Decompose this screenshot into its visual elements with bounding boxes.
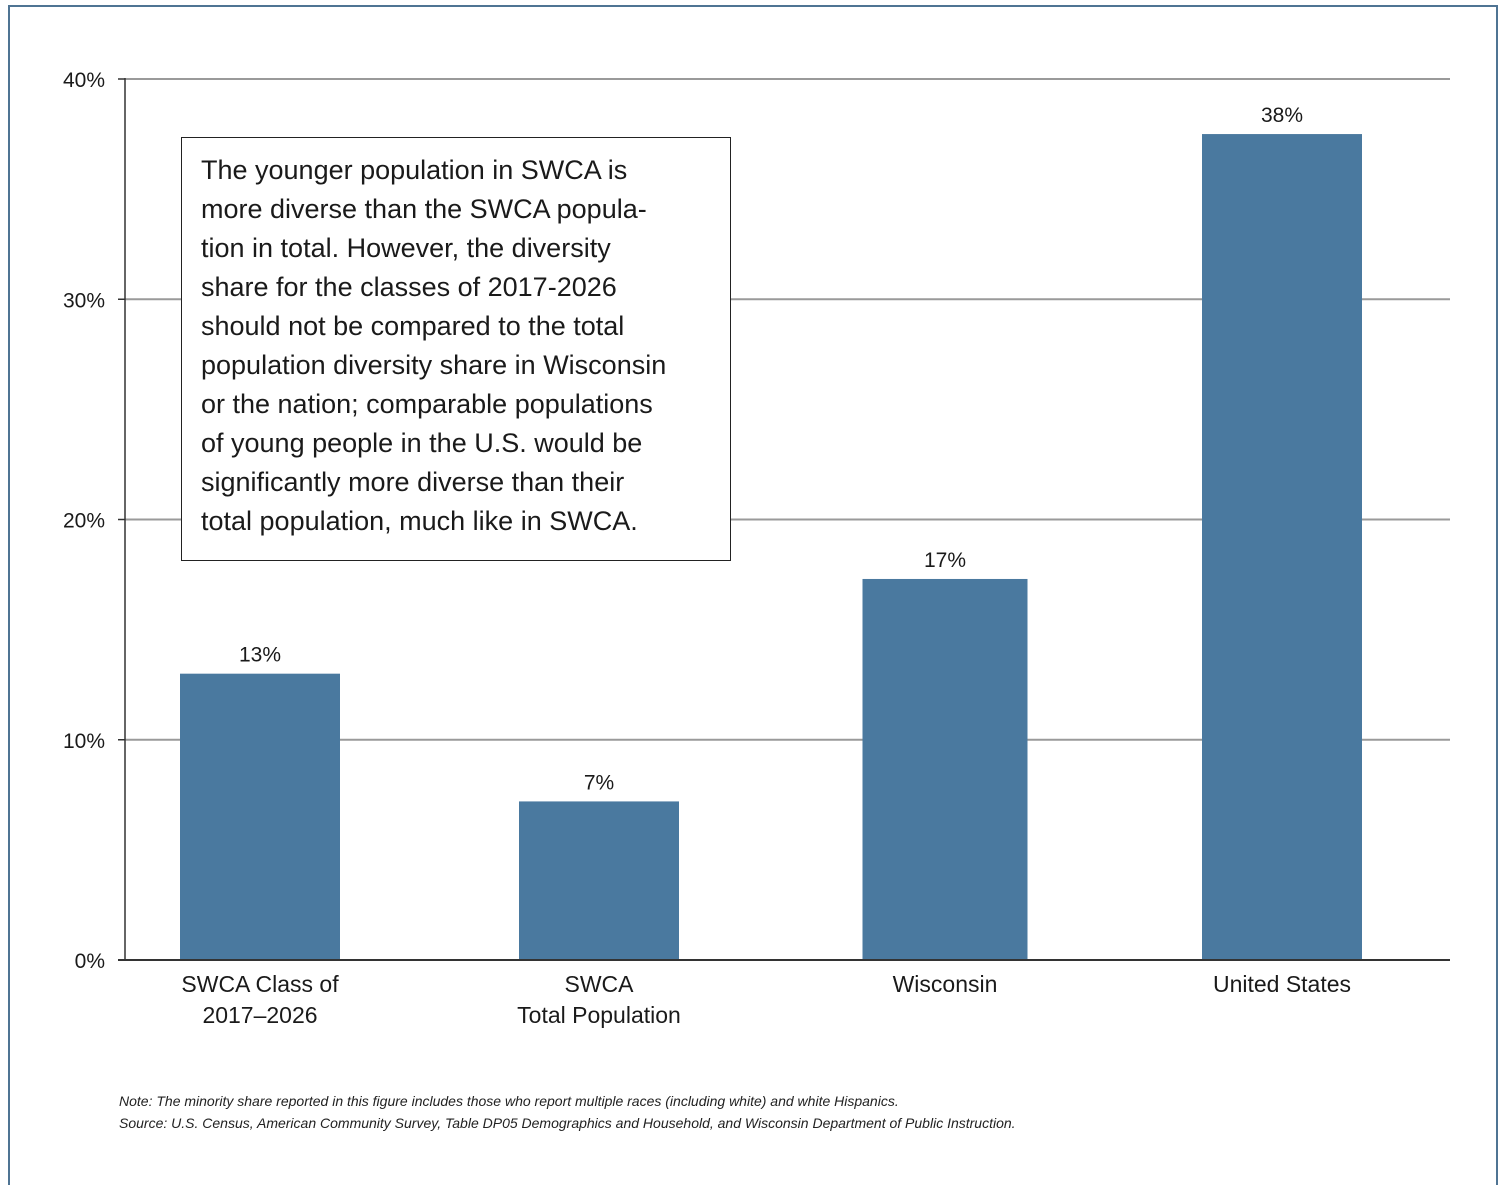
callout-line: or the nation; comparable populations [201,389,653,419]
callout-line: The younger population in SWCA is [201,155,628,185]
callout-line: of young people in the U.S. would be [201,428,643,458]
bar [519,801,679,960]
callout-line: total population, much like in SWCA. [201,506,638,536]
y-tick-label: 40% [63,69,105,92]
callout-line: population diversity share in Wisconsin [201,350,667,380]
y-tick-label: 0% [75,950,105,973]
data-label: 38% [1261,104,1303,127]
y-tick-label: 20% [63,510,105,533]
x-tick-label: SWCA [565,971,635,997]
x-tick-label: SWCA Class of [181,971,339,997]
data-label: 7% [584,771,614,794]
callout-line: significantly more diverse than their [201,467,625,497]
bar [180,673,340,960]
source-text: Source: U.S. Census, American Community … [119,1115,1016,1131]
data-label: 13% [239,644,281,667]
bar [862,578,1028,960]
x-tick-label: Total Population [517,1002,681,1028]
callout-line: share for the classes of 2017-2026 [201,272,617,302]
labels: 0% 10% 20% 30% 40% 13% SWCA Class of 2017–2026 7… [63,69,1351,1028]
y-tick-label: 10% [63,730,105,753]
callout-line: tion in total. However, the diversity [201,233,611,263]
axes [118,78,1450,961]
bar [1202,134,1362,960]
footnotes: Note: The minority share reported in thi… [119,1090,1459,1134]
note-text: Note: The minority share reported in thi… [119,1093,899,1109]
x-tick-label: United States [1213,971,1351,997]
callout-box: The younger population in SWCA is more di… [181,137,731,561]
data-label: 17% [924,549,966,572]
callout-line: more diverse than the SWCA popula- [201,194,647,224]
callout-line: should not be compared to the total [201,311,625,341]
x-tick-label: Wisconsin [893,971,998,997]
y-tick-label: 30% [63,289,105,312]
bars [180,134,1362,960]
figure-frame [8,5,1498,1185]
x-tick-label: 2017–2026 [202,1002,317,1028]
